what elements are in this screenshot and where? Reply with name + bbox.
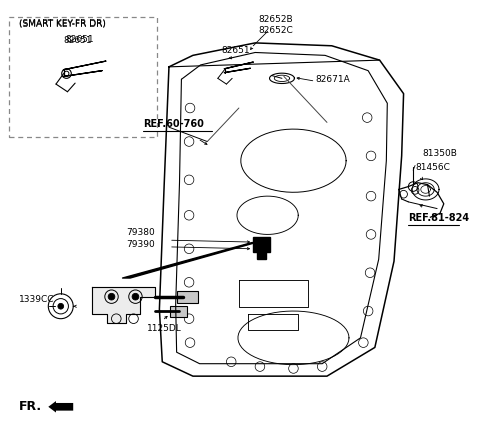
Circle shape bbox=[58, 303, 64, 309]
Text: REF.60-760: REF.60-760 bbox=[143, 119, 204, 129]
Text: 81456C: 81456C bbox=[415, 163, 450, 172]
Text: 82671A: 82671A bbox=[315, 75, 350, 84]
Text: 1125DL: 1125DL bbox=[147, 324, 182, 333]
Text: REF.81-824: REF.81-824 bbox=[408, 213, 469, 223]
Polygon shape bbox=[92, 287, 155, 323]
FancyArrow shape bbox=[48, 401, 73, 412]
Text: FR.: FR. bbox=[19, 400, 42, 413]
Circle shape bbox=[108, 293, 115, 300]
Text: 81350B: 81350B bbox=[423, 148, 457, 158]
FancyBboxPatch shape bbox=[177, 291, 198, 303]
Text: 82651: 82651 bbox=[222, 46, 250, 55]
Polygon shape bbox=[257, 252, 266, 259]
Text: 82651: 82651 bbox=[66, 35, 94, 43]
Text: 82651: 82651 bbox=[64, 36, 92, 46]
Text: 79380: 79380 bbox=[126, 228, 155, 237]
Text: (SMART KEY-FR DR): (SMART KEY-FR DR) bbox=[19, 20, 106, 29]
Text: 1339CC: 1339CC bbox=[19, 295, 54, 304]
Text: 82652C: 82652C bbox=[258, 26, 293, 35]
Polygon shape bbox=[253, 237, 269, 252]
Text: (SMART KEY-FR DR): (SMART KEY-FR DR) bbox=[19, 19, 106, 28]
FancyBboxPatch shape bbox=[170, 306, 187, 317]
Text: 82652B: 82652B bbox=[258, 16, 293, 24]
Circle shape bbox=[132, 293, 139, 300]
Text: 79390: 79390 bbox=[126, 240, 155, 249]
